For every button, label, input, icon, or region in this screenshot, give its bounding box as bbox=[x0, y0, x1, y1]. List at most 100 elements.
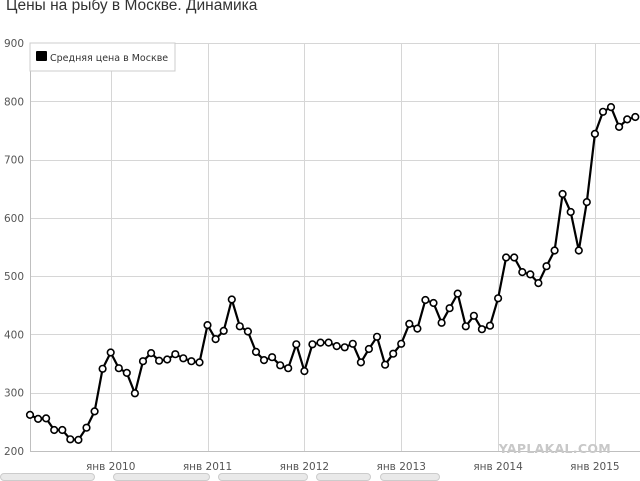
navigator-segment[interactable] bbox=[380, 473, 440, 481]
data-point bbox=[235, 322, 244, 331]
data-point bbox=[82, 423, 91, 432]
x-tick-label: янв 2013 bbox=[377, 461, 426, 473]
y-tick-label: 500 bbox=[4, 271, 24, 283]
data-point bbox=[606, 102, 616, 112]
legend: Средняя цена в Москве bbox=[29, 42, 176, 72]
data-point bbox=[227, 295, 236, 304]
navigator-segment[interactable] bbox=[218, 473, 308, 481]
data-point bbox=[114, 364, 123, 373]
data-point bbox=[558, 189, 567, 199]
data-point bbox=[389, 349, 398, 358]
data-point bbox=[179, 354, 188, 363]
data-point bbox=[485, 321, 495, 330]
data-point bbox=[98, 364, 107, 373]
data-point bbox=[138, 357, 148, 366]
data-point bbox=[582, 198, 591, 207]
data-point bbox=[518, 268, 527, 277]
data-point bbox=[590, 129, 600, 138]
navigator-segment[interactable] bbox=[113, 473, 210, 481]
data-point bbox=[106, 348, 115, 357]
data-point bbox=[33, 414, 43, 424]
data-point bbox=[631, 112, 640, 122]
data-point bbox=[445, 304, 454, 313]
data-point bbox=[284, 364, 293, 373]
data-point bbox=[453, 289, 462, 298]
data-point bbox=[381, 360, 390, 369]
data-point bbox=[187, 357, 196, 366]
x-tick-label: янв 2010 bbox=[86, 461, 135, 473]
data-point bbox=[74, 435, 83, 445]
data-point bbox=[41, 414, 51, 423]
x-tick-label: янв 2011 bbox=[183, 461, 232, 473]
data-point bbox=[542, 262, 551, 271]
data-point bbox=[614, 122, 624, 131]
data-point bbox=[300, 367, 309, 376]
x-tick-label: янв 2012 bbox=[280, 461, 329, 473]
data-point bbox=[130, 389, 139, 398]
data-point bbox=[243, 327, 252, 336]
data-point bbox=[348, 339, 357, 348]
data-point bbox=[195, 358, 204, 367]
data-point bbox=[477, 325, 487, 334]
legend-swatch bbox=[36, 51, 47, 61]
data-point bbox=[574, 246, 583, 255]
data-point bbox=[598, 107, 608, 116]
x-axis-ticks: янв 2010 янв 2011 янв 2012 янв 2013 янв 2014… bbox=[86, 461, 620, 473]
data-point bbox=[526, 270, 535, 279]
watermark-text: YAPLAKAL.COM bbox=[498, 441, 611, 456]
y-tick-label: 900 bbox=[4, 38, 24, 50]
data-point bbox=[122, 368, 131, 378]
y-tick-label: 300 bbox=[4, 388, 24, 400]
navigator-segment[interactable] bbox=[316, 473, 371, 481]
data-point bbox=[437, 318, 446, 327]
data-point bbox=[494, 294, 503, 303]
data-point bbox=[147, 349, 156, 358]
data-point bbox=[623, 115, 632, 124]
data-point bbox=[90, 407, 99, 416]
legend-box bbox=[29, 42, 176, 72]
data-point bbox=[461, 322, 470, 331]
data-point bbox=[219, 326, 228, 336]
data-point bbox=[356, 358, 366, 367]
y-tick-label: 200 bbox=[4, 446, 24, 458]
data-point bbox=[429, 298, 438, 308]
data-point bbox=[66, 435, 75, 444]
series-line bbox=[29, 105, 636, 441]
data-point bbox=[259, 356, 269, 365]
data-point bbox=[203, 321, 212, 330]
y-tick-label: 400 bbox=[4, 329, 24, 341]
data-point bbox=[308, 340, 317, 349]
legend-label: Средняя цена в Москве bbox=[50, 53, 168, 64]
page-title: Цены на рыбу в Москве. Динамика bbox=[6, 0, 258, 14]
data-point bbox=[550, 246, 559, 255]
x-tick-label: янв 2014 bbox=[473, 461, 523, 473]
data-point bbox=[502, 253, 511, 262]
data-point bbox=[397, 339, 406, 348]
data-point bbox=[332, 342, 341, 351]
data-point bbox=[364, 344, 374, 354]
data-point bbox=[510, 253, 519, 262]
y-tick-label: 700 bbox=[4, 155, 24, 167]
data-point bbox=[276, 361, 285, 370]
data-point bbox=[566, 207, 575, 217]
data-point bbox=[421, 295, 430, 305]
data-point bbox=[413, 324, 422, 333]
data-point bbox=[405, 319, 414, 329]
data-point bbox=[372, 332, 382, 341]
data-point bbox=[25, 410, 35, 420]
data-point bbox=[155, 356, 164, 365]
data-point bbox=[50, 425, 59, 435]
data-point bbox=[268, 353, 277, 362]
data-point bbox=[469, 311, 479, 320]
y-tick-label: 800 bbox=[4, 96, 24, 108]
data-point bbox=[324, 338, 333, 347]
data-point bbox=[316, 338, 325, 347]
y-axis-ticks: 200 300 400 500 600 700 800 900 bbox=[4, 38, 24, 458]
data-point bbox=[171, 350, 180, 359]
data-point bbox=[534, 279, 543, 288]
data-point bbox=[163, 355, 172, 364]
series-layer bbox=[25, 102, 640, 445]
data-point bbox=[292, 340, 301, 349]
navigator-segment[interactable] bbox=[0, 473, 95, 481]
